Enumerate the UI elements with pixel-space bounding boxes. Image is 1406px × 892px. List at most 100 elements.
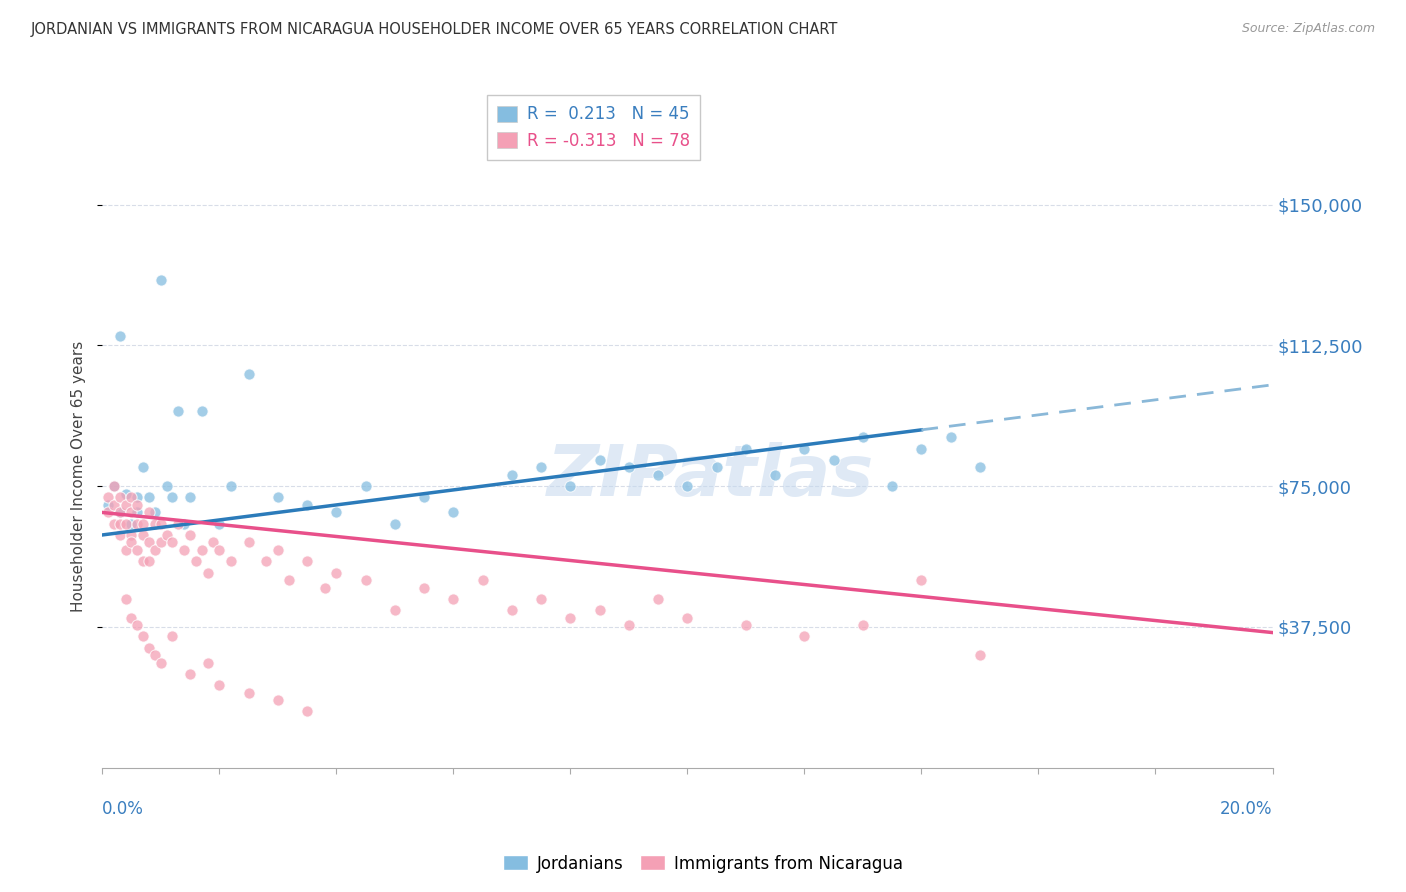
Point xyxy=(501,467,523,482)
Point xyxy=(103,498,125,512)
Point xyxy=(103,479,125,493)
Point xyxy=(167,404,190,418)
Point xyxy=(138,535,160,549)
Point xyxy=(127,543,149,558)
Point xyxy=(149,656,172,670)
Point xyxy=(143,505,166,519)
Point xyxy=(138,491,160,505)
Point xyxy=(149,273,172,287)
Point xyxy=(143,543,166,558)
Point xyxy=(121,516,143,531)
Text: JORDANIAN VS IMMIGRANTS FROM NICARAGUA HOUSEHOLDER INCOME OVER 65 YEARS CORRELAT: JORDANIAN VS IMMIGRANTS FROM NICARAGUA H… xyxy=(31,22,838,37)
Point xyxy=(354,573,377,587)
Point xyxy=(647,591,669,606)
Point xyxy=(143,516,166,531)
Point xyxy=(155,528,177,542)
Point xyxy=(969,648,991,662)
Point xyxy=(190,543,212,558)
Point xyxy=(179,666,201,681)
Point xyxy=(138,640,160,655)
Point xyxy=(314,581,336,595)
Point xyxy=(325,505,347,519)
Point xyxy=(295,705,318,719)
Point xyxy=(530,591,553,606)
Point xyxy=(588,603,610,617)
Point xyxy=(149,516,172,531)
Point xyxy=(823,453,845,467)
Point xyxy=(121,535,143,549)
Point xyxy=(763,467,786,482)
Point xyxy=(471,573,494,587)
Point xyxy=(184,554,207,568)
Point xyxy=(114,486,136,500)
Point xyxy=(114,498,136,512)
Point xyxy=(617,460,640,475)
Point xyxy=(219,479,242,493)
Legend: Jordanians, Immigrants from Nicaragua: Jordanians, Immigrants from Nicaragua xyxy=(496,848,910,880)
Point xyxy=(114,543,136,558)
Point xyxy=(132,629,155,643)
Point xyxy=(149,535,172,549)
Text: 0.0%: 0.0% xyxy=(103,800,143,818)
Point xyxy=(121,491,143,505)
Point xyxy=(108,505,131,519)
Point xyxy=(238,685,260,699)
Point xyxy=(734,618,756,632)
Point xyxy=(501,603,523,617)
Point xyxy=(127,498,149,512)
Point xyxy=(647,467,669,482)
Point xyxy=(560,610,582,624)
Point xyxy=(910,573,932,587)
Point xyxy=(132,528,155,542)
Point xyxy=(413,491,436,505)
Point xyxy=(384,603,406,617)
Point xyxy=(676,610,699,624)
Point xyxy=(202,535,225,549)
Point xyxy=(734,442,756,456)
Point xyxy=(121,505,143,519)
Point xyxy=(278,573,301,587)
Point xyxy=(97,491,120,505)
Point xyxy=(706,460,728,475)
Point xyxy=(179,528,201,542)
Point xyxy=(132,460,155,475)
Point xyxy=(108,505,131,519)
Point xyxy=(173,543,195,558)
Point xyxy=(219,554,242,568)
Point xyxy=(103,479,125,493)
Point xyxy=(162,535,184,549)
Point xyxy=(162,629,184,643)
Point xyxy=(114,591,136,606)
Point xyxy=(939,430,962,444)
Point xyxy=(121,610,143,624)
Legend: R =  0.213   N = 45, R = -0.313   N = 78: R = 0.213 N = 45, R = -0.313 N = 78 xyxy=(486,95,700,160)
Point xyxy=(97,505,120,519)
Point xyxy=(155,479,177,493)
Point xyxy=(413,581,436,595)
Point xyxy=(882,479,904,493)
Point xyxy=(167,516,190,531)
Point xyxy=(197,656,219,670)
Point xyxy=(852,618,875,632)
Point xyxy=(132,554,155,568)
Point xyxy=(108,491,131,505)
Y-axis label: Householder Income Over 65 years: Householder Income Over 65 years xyxy=(72,341,86,613)
Point xyxy=(354,479,377,493)
Point xyxy=(138,505,160,519)
Point xyxy=(97,498,120,512)
Point xyxy=(254,554,277,568)
Point xyxy=(103,516,125,531)
Text: Source: ZipAtlas.com: Source: ZipAtlas.com xyxy=(1241,22,1375,36)
Point xyxy=(295,554,318,568)
Point xyxy=(179,491,201,505)
Point xyxy=(793,442,815,456)
Point xyxy=(208,543,231,558)
Point xyxy=(617,618,640,632)
Point xyxy=(190,404,212,418)
Point xyxy=(127,491,149,505)
Point xyxy=(560,479,582,493)
Point xyxy=(676,479,699,493)
Point xyxy=(267,693,290,707)
Point xyxy=(910,442,932,456)
Point xyxy=(852,430,875,444)
